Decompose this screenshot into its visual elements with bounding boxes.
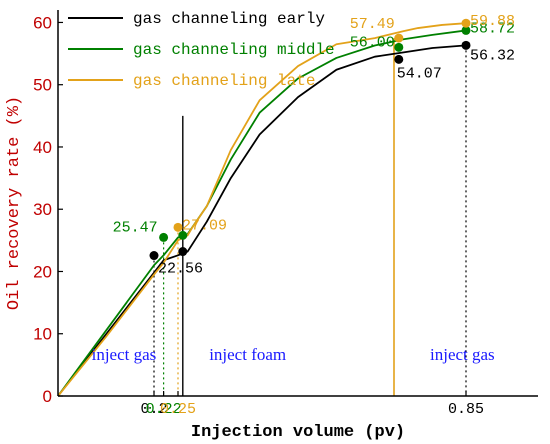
y-tick-label: 0: [43, 387, 52, 406]
legend-label: gas channeling early: [133, 10, 325, 28]
data-point: [149, 251, 159, 261]
data-point: [461, 25, 471, 35]
data-point: [461, 18, 471, 28]
y-tick-label: 40: [33, 138, 52, 157]
x-axis-label: Injection volume (pv): [191, 423, 405, 442]
data-label: 59.88: [470, 13, 515, 30]
axes: 0 10 20 30 40 50 60 0.20.220.25 0.85 inject gas in…: [33, 10, 538, 418]
data-point: [394, 42, 404, 52]
legend-label: gas channeling late: [133, 72, 315, 90]
y-tick-label: 50: [33, 76, 52, 95]
legend: gas channeling early gas channeling middl…: [68, 10, 335, 90]
x-tick-label: 0.25: [160, 401, 196, 418]
y-tick-label: 10: [33, 325, 52, 344]
legend-label: gas channeling middle: [133, 41, 335, 59]
data-label: 58.72: [470, 20, 515, 37]
y-tick-label: 30: [33, 200, 52, 219]
data-point: [394, 33, 404, 43]
phase-label: inject foam: [209, 345, 286, 364]
data-label: 25.47: [113, 219, 158, 236]
x-tick-label: 0.85: [448, 401, 484, 418]
data-label: 56.32: [470, 47, 515, 64]
data-point: [173, 222, 183, 232]
phase-label: inject gas: [92, 345, 157, 364]
data-point: [159, 232, 169, 242]
data-point: [394, 54, 404, 64]
data-label: 27.09: [182, 217, 227, 234]
data-label: 56.00: [350, 34, 395, 51]
data-point: [178, 230, 188, 240]
data-point: [461, 40, 471, 50]
phase-label: inject gas: [430, 345, 495, 364]
data-label: 22.56: [158, 261, 203, 278]
x-tick-label: 0.2: [140, 401, 167, 418]
y-axis-label: Oil recovery rate (%): [5, 96, 24, 310]
y-tick-label: 20: [33, 262, 52, 281]
y-tick-label: 60: [33, 13, 52, 32]
series-line-3: [57, 22, 467, 397]
x-tick-label: 0.22: [146, 401, 182, 418]
data-label: 57.49: [350, 16, 395, 33]
data-point: [178, 247, 188, 257]
data-label: 54.07: [397, 65, 442, 82]
